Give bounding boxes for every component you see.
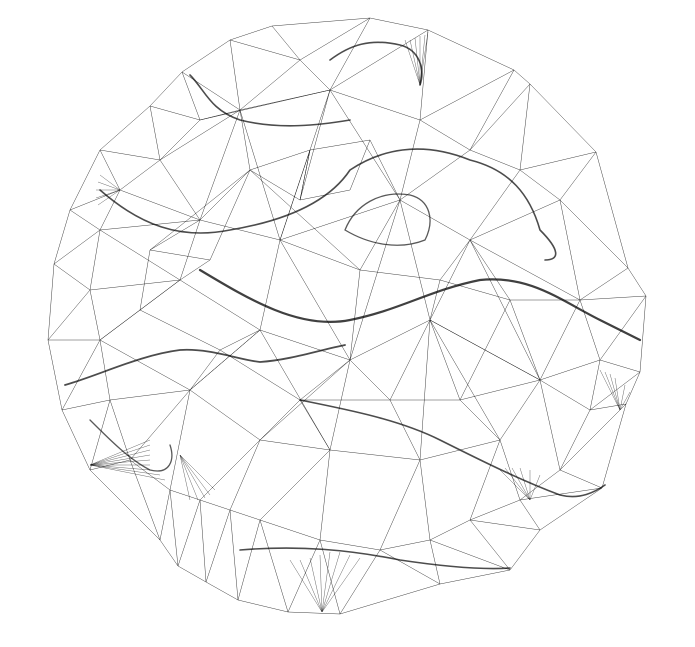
mesh-wireframe — [47, 17, 647, 615]
ridge-bottom — [239, 547, 511, 570]
outer-silhouette — [47, 17, 647, 615]
ridge-lower — [299, 399, 606, 498]
ridge-inner-loop — [344, 193, 431, 246]
ridge-left — [64, 344, 346, 386]
ridge-middle — [198, 268, 642, 342]
mesh-ridgelines — [64, 41, 642, 570]
mesh-fans — [89, 31, 631, 613]
ridge-upper — [99, 148, 557, 261]
